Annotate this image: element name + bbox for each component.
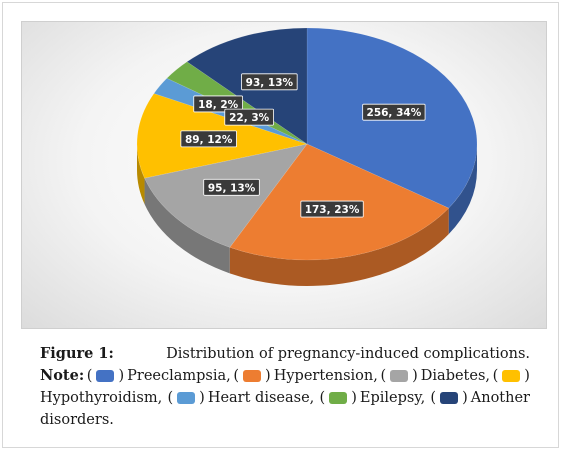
data-label-preeclampsia: 256, 34% — [362, 103, 426, 121]
legend-diabetes: () Diabetes, — [380, 365, 490, 387]
legend-swatch-diabetes — [390, 370, 409, 382]
figure-label: Figure 1: — [40, 345, 114, 362]
svg-text:18, 2%: 18, 2% — [198, 99, 239, 111]
legend-swatch-hypothyroidism — [502, 370, 521, 382]
legend-swatch-epilepsy — [329, 392, 348, 404]
caption-line-4: disorders. — [40, 409, 530, 431]
legend-label-hypothyroidism: Hypothyroidism, — [40, 390, 163, 406]
pie-data-labels: 256, 34% 173, 23% 95, 13% 89, 12% 18, 2%22, … — [180, 73, 426, 218]
figure-caption: Figure 1: Distribution of pregnancy-indu… — [40, 343, 530, 431]
legend-label-another: Another — [470, 390, 530, 406]
caption-line-1: Figure 1: Distribution of pregnancy-indu… — [40, 343, 530, 365]
data-label-diabetes: 95, 13% — [203, 178, 260, 196]
chart-panel: 256, 34% 173, 23% 95, 13% 89, 12% 18, 2% 22, … — [21, 21, 547, 329]
caption-line-2: Note: () Preeclampsia, () Hypertension, … — [40, 365, 530, 387]
data-label-epilepsy: 22, 3% — [224, 108, 274, 126]
legend-another: () Another — [430, 387, 530, 409]
pie-side-diabetes — [144, 178, 230, 274]
legend-label-diabetes: Diabetes, — [420, 368, 491, 384]
legend-label-hypertension: Hypertension, — [273, 368, 378, 384]
svg-text:256, 34%: 256, 34% — [367, 107, 422, 119]
pie-side-walls — [137, 144, 477, 286]
pie-chart: 256, 34% 173, 23% 95, 13% 89, 12% 18, 2%22, … — [136, 27, 478, 286]
pie-side-hypothyroidism — [137, 144, 145, 205]
legend-hypothyroidism-swatch: () — [492, 368, 530, 384]
data-label-heart-disease: 18, 2% — [193, 95, 243, 113]
legend-label-preeclampsia: Preeclampsia, — [127, 368, 231, 384]
note-label: Note: — [40, 367, 85, 384]
legend-hypertension: () Hypertension, — [233, 365, 377, 387]
legend-label-heart-disease: Heart disease, — [207, 390, 315, 406]
legend-heart-disease: () Heart disease, — [167, 387, 314, 409]
data-label-hypertension: 173, 23% — [300, 200, 364, 218]
legend-swatch-hypertension — [243, 370, 262, 382]
figure-frame: 256, 34% 173, 23% 95, 13% 89, 12% 18, 2% 22, … — [2, 2, 559, 448]
svg-text:173, 23%: 173, 23% — [305, 204, 360, 216]
caption-line-3: Hypothyroidism, () Heart disease, () Epi… — [40, 387, 530, 409]
caption-trailing-text: disorders. — [40, 412, 114, 428]
pie-side-hypertension — [229, 208, 449, 286]
legend-swatch-heart-disease — [177, 392, 196, 404]
svg-text:22, 3%: 22, 3% — [229, 112, 270, 124]
pie-side-preeclampsia — [448, 144, 477, 235]
legend-label-epilepsy: Epilepsy, — [359, 390, 426, 406]
svg-text:89, 12%: 89, 12% — [185, 134, 233, 146]
legend-preeclampsia: () Preeclampsia, — [87, 365, 231, 387]
figure-title: Distribution of pregnancy-induced compli… — [166, 346, 530, 362]
legend-swatch-preeclampsia — [96, 370, 115, 382]
data-label-another-disorders: 93, 13% — [241, 73, 298, 91]
legend-epilepsy: () Epilepsy, — [320, 387, 426, 409]
svg-text:95, 13%: 95, 13% — [208, 182, 256, 194]
legend-swatch-another — [440, 392, 459, 404]
data-label-hypothyroidism: 89, 12% — [180, 130, 237, 148]
svg-text:93, 13%: 93, 13% — [246, 77, 294, 89]
